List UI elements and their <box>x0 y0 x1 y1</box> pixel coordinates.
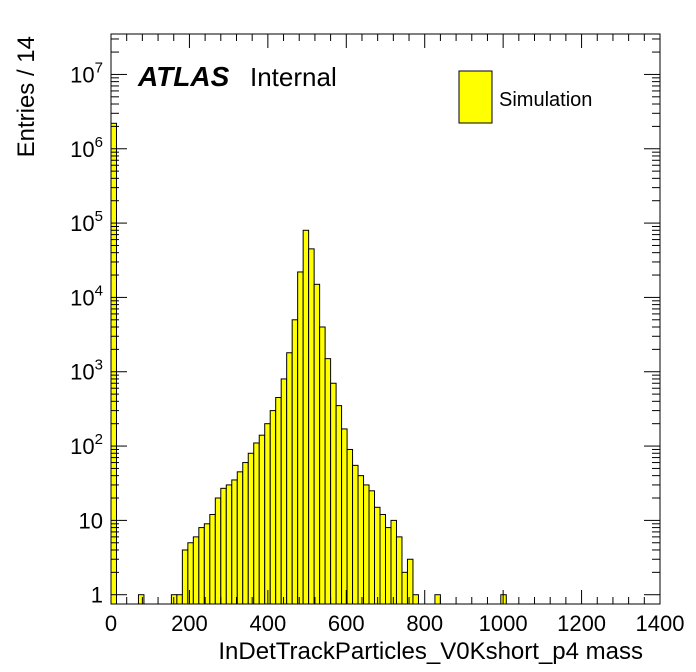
histogram-bin <box>368 490 376 605</box>
histogram-bin <box>324 358 332 605</box>
y-tick-label: 104 <box>70 282 103 310</box>
histogram-bin <box>231 479 238 605</box>
histogram-bin <box>302 229 310 605</box>
axis-ticks <box>110 34 661 604</box>
x-tick-label: 1200 <box>557 611 606 636</box>
x-tick-label: 200 <box>171 611 208 636</box>
histogram-bin <box>352 464 359 605</box>
histogram-bin <box>330 382 337 605</box>
histogram-bin <box>209 514 216 605</box>
histogram-bin <box>357 475 365 605</box>
y-tick-label: 102 <box>70 431 103 459</box>
histogram-bin <box>291 319 299 605</box>
histogram-bin <box>258 434 266 605</box>
histogram-bin <box>346 448 354 605</box>
histogram-bin <box>308 248 315 605</box>
histogram-bin <box>247 452 255 605</box>
histogram-bin <box>374 506 381 605</box>
x-tick-label: 1400 <box>636 611 685 636</box>
x-tick-label: 400 <box>249 611 286 636</box>
histogram-bin <box>406 558 414 605</box>
histogram-bin <box>297 271 304 605</box>
y-axis-title: Entries / 14 <box>13 36 40 157</box>
histogram-bin <box>335 405 343 605</box>
histogram-bin <box>198 527 205 605</box>
histogram-bin <box>341 428 348 605</box>
histogram-bin <box>220 487 227 605</box>
histogram-bin <box>401 571 408 605</box>
histogram-bin <box>319 326 326 605</box>
legend-swatch <box>458 70 493 124</box>
x-tick-label: 600 <box>328 611 365 636</box>
histogram-bin <box>181 549 189 605</box>
y-tick-labels: 1 10 102 103 104 105 106 107 <box>70 59 103 607</box>
legend: Simulation <box>458 70 592 124</box>
histogram-bin <box>390 519 397 605</box>
histogram-bin <box>214 497 222 605</box>
histogram-bin <box>395 536 403 605</box>
y-tick-label: 107 <box>70 59 103 87</box>
histogram-bin <box>203 523 211 605</box>
internal-label: Internal <box>250 62 337 92</box>
histogram-bin <box>379 514 387 605</box>
y-tick-label: 103 <box>70 357 103 385</box>
histogram-bin <box>236 471 244 605</box>
x-tick-label: 800 <box>406 611 443 636</box>
x-tick-label: 1000 <box>479 611 528 636</box>
histogram-bin <box>385 527 392 605</box>
histogram-bin <box>412 594 419 605</box>
histogram-bin <box>264 423 271 605</box>
histogram-bin <box>192 536 200 605</box>
y-tick-label: 105 <box>70 208 103 236</box>
legend-entry-simulation: Simulation <box>499 89 592 111</box>
histogram-bars <box>110 122 507 605</box>
histogram-bin <box>434 594 441 605</box>
y-tick-label: 106 <box>70 134 103 162</box>
histogram-bin <box>313 283 321 605</box>
x-tick-label: 0 <box>105 611 117 636</box>
histogram-bin <box>286 352 293 605</box>
y-tick-label: 1 <box>91 583 103 608</box>
y-tick-label: 10 <box>79 508 103 533</box>
histogram-bin <box>187 542 194 605</box>
histogram-bin <box>137 594 145 605</box>
histogram-bin <box>363 484 370 605</box>
histogram-bin <box>280 378 288 605</box>
histogram-bin <box>225 484 233 605</box>
histogram-bin <box>269 410 277 605</box>
plot-frame <box>110 33 661 605</box>
x-tick-labels: 0 200 400 600 800 1000 1200 1400 <box>105 611 685 636</box>
histogram-bin <box>176 594 183 605</box>
x-axis-title: InDetTrackParticles_V0Kshort_p4 mass <box>218 638 643 665</box>
histogram-bin <box>242 462 249 605</box>
histogram-bin <box>253 442 260 605</box>
histogram-bin <box>275 397 282 605</box>
atlas-label: ATLAS <box>137 61 230 92</box>
